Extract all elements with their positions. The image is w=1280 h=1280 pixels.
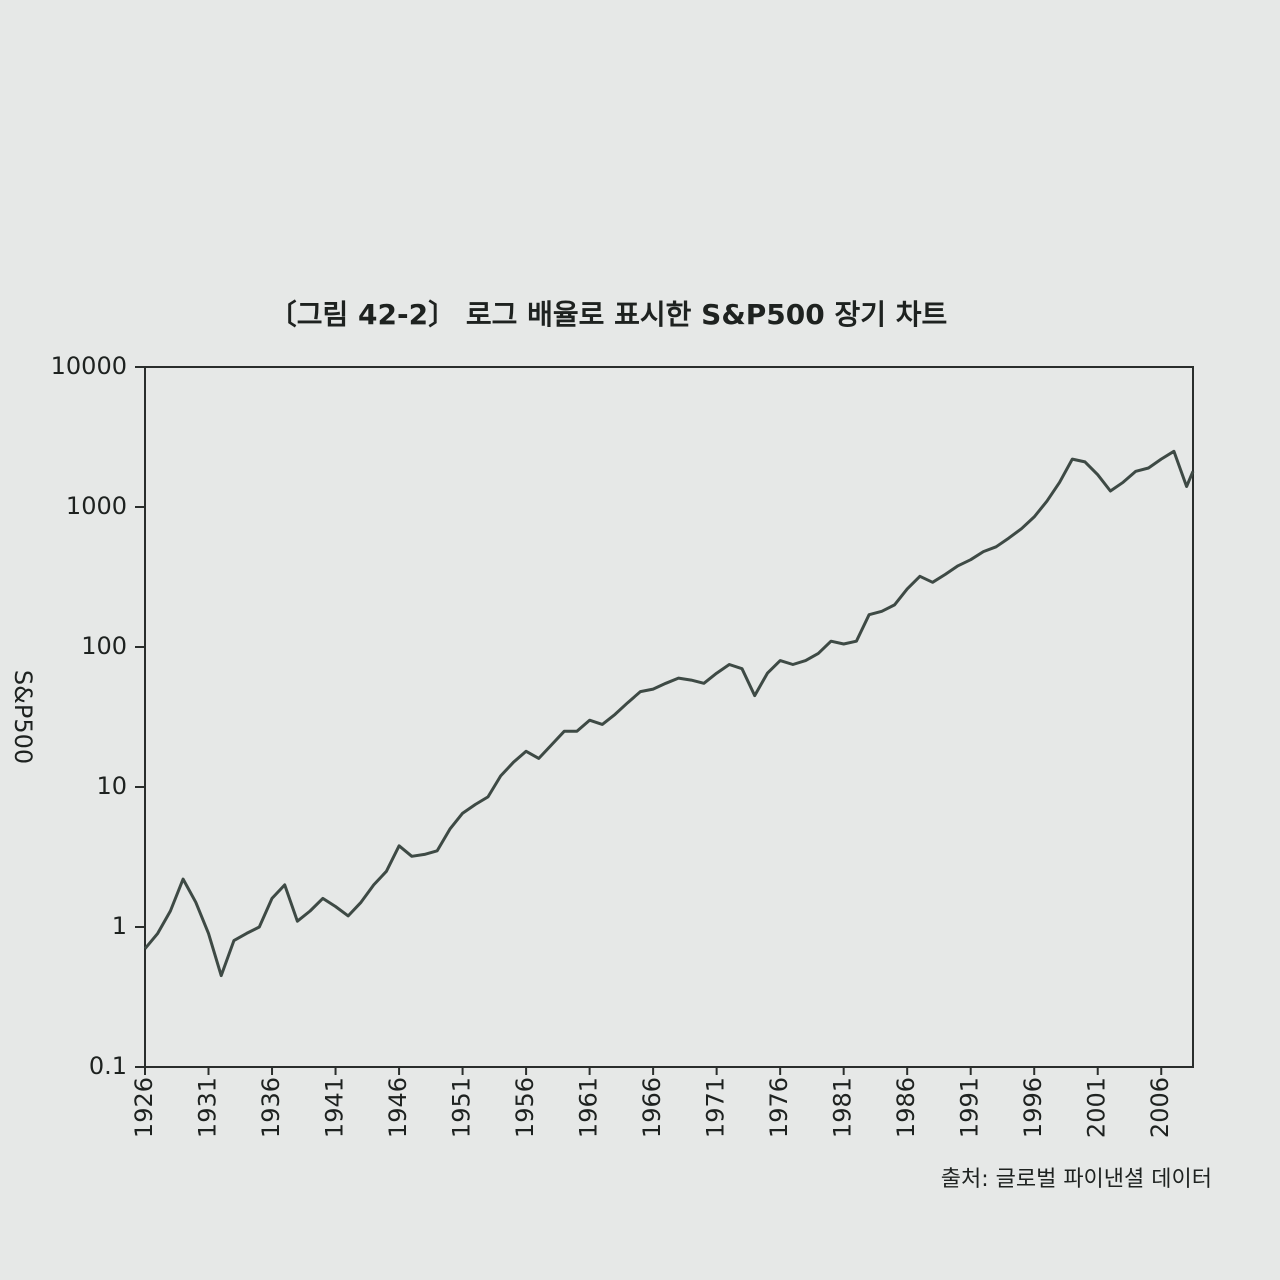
- y-tick-label: 100: [81, 632, 127, 660]
- price-line: [143, 449, 1195, 978]
- y-tick-label: 10: [96, 772, 127, 800]
- x-tick-label: 1936: [257, 1077, 285, 1138]
- plot-frame: [144, 366, 1194, 1068]
- x-tick-label: 1941: [321, 1077, 349, 1138]
- y-tick-label: 0.1: [89, 1052, 127, 1080]
- x-tick-label: 1931: [194, 1077, 222, 1138]
- x-tick-label: 1961: [575, 1077, 603, 1138]
- y-tick-label: 1000: [66, 492, 127, 520]
- chart-title: 〔그림 42-2〕 로그 배율로 표시한 S&P500 장기 차트: [269, 298, 948, 331]
- y-tick-label: 10000: [51, 352, 127, 380]
- x-tick-label: 1976: [765, 1077, 793, 1138]
- y-axis-label: S&P500: [9, 670, 37, 764]
- x-tick-label: 1991: [956, 1077, 984, 1138]
- x-tick-label: 1966: [638, 1077, 666, 1138]
- x-tick-label: 1946: [384, 1077, 412, 1138]
- source-note: 출처: 글로벌 파이낸셜 데이터: [941, 1167, 1212, 1192]
- x-tick-label: 1926: [130, 1077, 158, 1138]
- y-tick-label: 1: [112, 912, 127, 940]
- x-tick-label: 1986: [892, 1077, 920, 1138]
- x-tick-label: 1981: [829, 1077, 857, 1138]
- x-tick-label: 1951: [448, 1077, 476, 1138]
- x-tick-label: 1971: [702, 1077, 730, 1138]
- x-tick-label: 2001: [1083, 1077, 1111, 1138]
- x-tick-label: 1996: [1019, 1077, 1047, 1138]
- x-tick-label: 2006: [1146, 1077, 1174, 1138]
- x-tick-label: 1956: [511, 1077, 539, 1138]
